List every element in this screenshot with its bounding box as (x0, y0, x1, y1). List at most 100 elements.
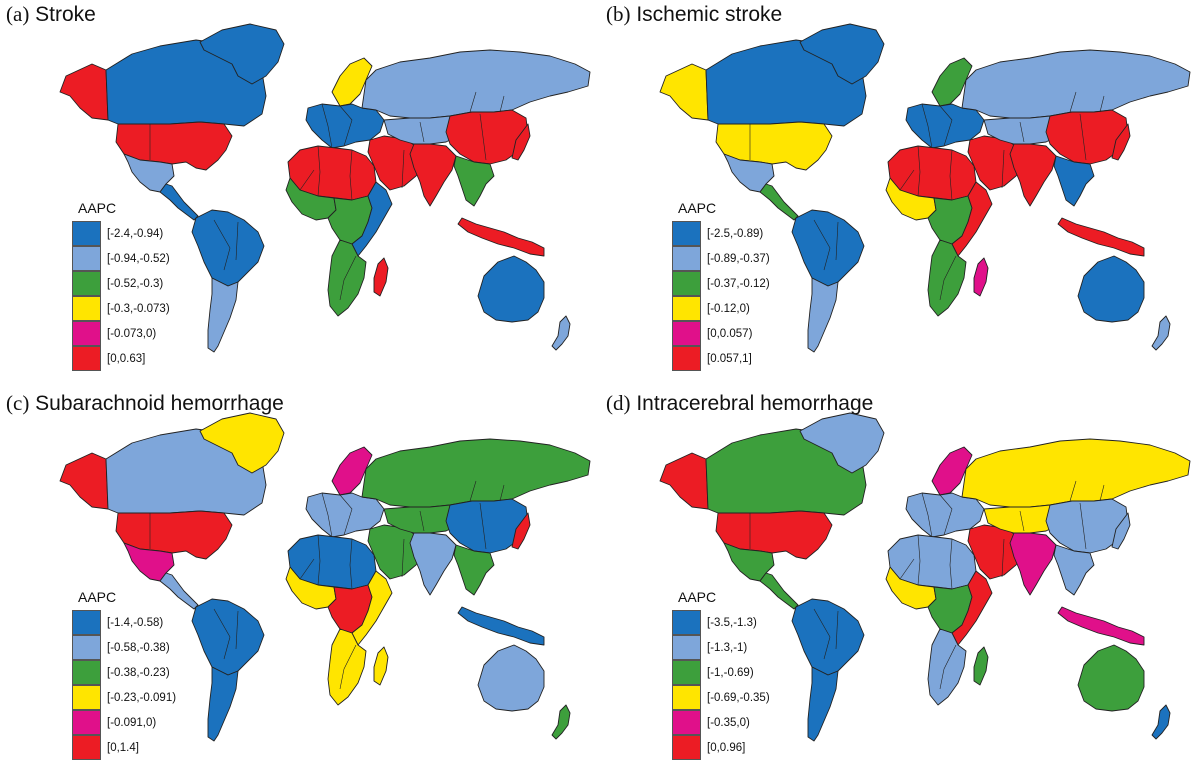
world-map (659, 412, 1191, 742)
country-border (339, 494, 353, 536)
region-alaska (59, 63, 109, 121)
legend-swatch (672, 346, 701, 371)
country-border (339, 105, 353, 147)
panel-title-text: Stroke (35, 3, 96, 26)
region-alaska (659, 63, 709, 121)
legend-item: [0,0.63] (72, 346, 170, 371)
legend-item: [-1.3,-1) (672, 635, 770, 660)
country-border (1099, 484, 1105, 502)
legend-label: [-0.23,-0.091) (107, 691, 177, 704)
country-border (317, 534, 321, 586)
legend-label: [-1.3,-1) (707, 641, 748, 654)
legend-label: [0,0.96] (707, 741, 746, 754)
legend-swatch (72, 296, 101, 321)
legend-item: [-0.35,0) (672, 710, 770, 735)
legend-label: [-2.4,-0.94) (107, 227, 164, 240)
legend-swatch (72, 610, 101, 635)
legend-swatch (672, 246, 701, 271)
world-map (59, 23, 591, 353)
country-border (401, 149, 405, 189)
region-indonesia (1057, 217, 1145, 257)
legend-item: [-0.52,-0.3) (72, 271, 170, 296)
legend-swatch (72, 346, 101, 371)
legend-label: [-0.69,-0.35) (707, 691, 770, 704)
legend-label: [-2.5,-0.89) (707, 227, 764, 240)
region-europe (305, 492, 385, 538)
legend-item: [0,0.96] (672, 735, 770, 760)
legend-swatch (72, 685, 101, 710)
country-border (835, 610, 839, 650)
legend-title: AAPC (78, 589, 117, 605)
legend-swatch (672, 271, 701, 296)
region-southern-africa (327, 628, 367, 706)
legend-item: [-0.38,-0.23) (72, 660, 176, 685)
country-border (339, 255, 357, 301)
legend-label: [-0.89,-0.37) (707, 252, 770, 265)
region-east-africa (351, 570, 393, 646)
legend-label: [-1,-0.69) (707, 666, 754, 679)
legend-item: [-0.58,-0.38) (72, 635, 176, 660)
region-madagascar (373, 646, 389, 686)
legend: AAPC [-3.5,-1.3) [-1.3,-1) [-1,-0.69) [-0.69… (672, 589, 770, 760)
panel-tag: (d) (606, 391, 631, 415)
legend-swatch (672, 735, 701, 760)
legend-swatch (72, 660, 101, 685)
legend-label: [-0.091,0) (107, 716, 157, 729)
panel-title: (a) Stroke (6, 2, 96, 27)
country-border (921, 492, 933, 538)
legend-item: [-0.3,-0.073) (72, 296, 170, 321)
country-border (235, 610, 239, 650)
region-south-america (791, 598, 865, 676)
region-alaska (59, 452, 109, 510)
legend: AAPC [-2.5,-0.89) [-0.89,-0.37) [-0.37,-0.1… (672, 200, 770, 371)
region-southeast-asia (1053, 544, 1095, 596)
legend-swatch (672, 296, 701, 321)
country-border (317, 145, 321, 197)
region-europe (905, 103, 985, 149)
country-border (469, 480, 477, 502)
region-southeast-asia (453, 155, 495, 207)
legend-item: [-0.89,-0.37) (672, 246, 770, 271)
region-southern-africa (327, 239, 367, 317)
region-greenland (799, 412, 885, 474)
country-border (1069, 91, 1077, 113)
legend-item: [0,0.057) (672, 321, 770, 346)
country-border (917, 534, 921, 586)
legend-swatch (672, 660, 701, 685)
country-border (939, 494, 953, 536)
region-japan (511, 512, 531, 550)
region-new-zealand (551, 704, 571, 740)
region-new-zealand (1151, 704, 1171, 740)
legend-label: [-0.94,-0.52) (107, 252, 170, 265)
region-southern-africa (927, 628, 967, 706)
country-border (213, 219, 231, 271)
panel-title-text: Ischemic stroke (636, 3, 783, 26)
legend-swatch (72, 710, 101, 735)
legend-label: [-0.35,0) (707, 716, 750, 729)
region-india (409, 143, 457, 207)
country-border (1079, 113, 1087, 161)
country-border (1099, 95, 1105, 113)
country-border (1079, 502, 1087, 550)
region-southeast-asia (1053, 155, 1095, 207)
panel-d: (d) Intracerebral hemorrhage AAPC [-3.5,-1… (600, 389, 1199, 777)
panel-tag: (c) (6, 391, 30, 415)
country-border (499, 95, 505, 113)
country-border (401, 538, 405, 578)
region-europe (305, 103, 385, 149)
legend-swatch (72, 271, 101, 296)
region-australia (477, 255, 545, 323)
legend-swatch (672, 685, 701, 710)
country-border (949, 149, 953, 201)
country-border (349, 538, 353, 590)
legend-label: [0,1.4] (107, 741, 139, 754)
panel-title: (d) Intracerebral hemorrhage (606, 391, 873, 416)
country-border (813, 608, 831, 660)
region-south-america (791, 209, 865, 287)
legend-swatch (72, 735, 101, 760)
country-border (1019, 510, 1025, 532)
legend-label: [-3.5,-1.3) (707, 616, 757, 629)
country-border (1001, 149, 1005, 189)
region-central-america (759, 572, 799, 610)
country-border (921, 103, 933, 149)
